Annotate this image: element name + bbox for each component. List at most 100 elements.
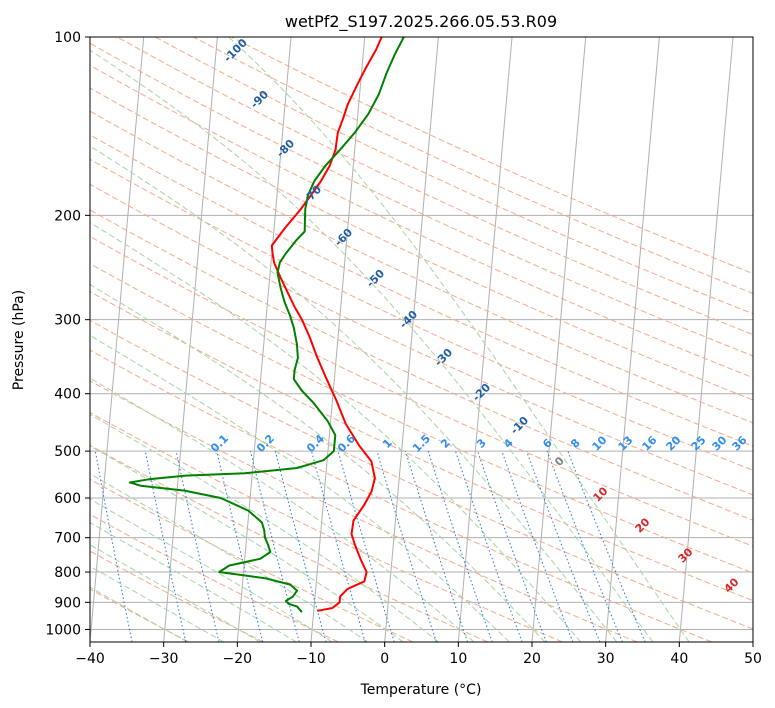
- mixing-ratio-label: 13: [616, 434, 636, 454]
- isotherm-line: [384, 37, 439, 642]
- x-tick-label: 40: [670, 651, 688, 667]
- sounding-profiles: [128, 37, 405, 613]
- mixing-ratio-line: [175, 450, 220, 642]
- x-tick-label: −10: [296, 651, 326, 667]
- dry-adiabat-line: [116, 37, 753, 336]
- dry-adiabat-label: -30: [432, 346, 455, 369]
- moist-adiabat-line: [90, 565, 225, 642]
- moist-adiabat-label: 10: [591, 484, 611, 504]
- moist-adiabat-line: [90, 334, 510, 642]
- dry-adiabat-line: [90, 380, 638, 642]
- moist-adiabat-line: [90, 473, 368, 642]
- x-axis-title: Temperature (°C): [360, 682, 482, 698]
- mixing-ratio-line: [427, 450, 493, 642]
- isotherm-line: [236, 37, 292, 642]
- y-tick-label: 200: [54, 208, 81, 224]
- mixing-ratio-line: [274, 450, 327, 642]
- mixing-ratio-line: [526, 450, 601, 642]
- x-tick-label: −30: [149, 651, 179, 667]
- x-tick-label: 50: [744, 651, 762, 667]
- mixing-ratio-line: [455, 450, 523, 642]
- dry-adiabat-line: [90, 183, 753, 496]
- dry-adiabat-line: [90, 110, 753, 424]
- dry-adiabat-line: [90, 134, 753, 447]
- isotherm-line: [752, 636, 753, 642]
- plot-frame: [89, 36, 754, 643]
- moist-adiabat-line: [90, 283, 546, 642]
- moist-adiabat-line: [90, 544, 261, 642]
- dry-adiabat-label: -40: [397, 308, 420, 331]
- y-tick-label: 400: [54, 387, 81, 403]
- mixing-ratio-label: 10: [590, 433, 610, 453]
- x-tick-label: −40: [75, 651, 105, 667]
- dry-adiabat-line: [90, 235, 753, 547]
- y-tick-label: 700: [54, 531, 81, 547]
- dry-adiabat-label: -80: [274, 137, 297, 160]
- moist-adiabat-label: 40: [722, 575, 742, 595]
- moist-adiabat-line: [90, 586, 188, 642]
- moist-adiabat-line: [90, 445, 404, 642]
- mixing-ratio-label: 25: [689, 434, 709, 454]
- dry-adiabat-line: [90, 588, 190, 642]
- dewpoint-line: [128, 37, 405, 613]
- moist-adiabat-line: [90, 377, 475, 642]
- isotherm-line: [678, 37, 734, 642]
- dry-adiabat-line: [90, 64, 753, 379]
- y-axis-title: Pressure (hPa): [11, 290, 27, 390]
- mixing-ratio-line: [94, 451, 133, 642]
- dry-adiabat-line: [90, 349, 712, 642]
- isotherm-line: [163, 37, 218, 642]
- mixing-ratio-label: 20: [664, 433, 684, 453]
- moist-adiabat-label: 30: [676, 545, 696, 565]
- moist-adiabat-line: [90, 49, 654, 642]
- mixing-ratio-line: [311, 450, 366, 642]
- mixing-ratio-label: 36: [730, 433, 750, 453]
- x-tick-label: 0: [380, 651, 389, 667]
- temperature-line: [270, 37, 383, 612]
- x-tick-label: −20: [223, 651, 253, 667]
- x-tick-label: 20: [523, 651, 541, 667]
- dry-adiabat-line: [154, 37, 753, 315]
- y-tick-label: 900: [54, 595, 81, 611]
- moist-adiabat-label: 20: [633, 515, 653, 535]
- moist-adiabat-label: 0: [552, 454, 567, 469]
- y-tick-label: 500: [54, 444, 81, 460]
- mixing-ratio-label: 8: [568, 436, 583, 451]
- dry-adiabat-line: [90, 158, 753, 471]
- chart-title: wetPf2_S197.2025.266.05.53.R09: [285, 12, 557, 32]
- mixing-ratio-line: [405, 450, 468, 642]
- mixing-ratio-line: [216, 450, 264, 642]
- isotherm-line: [531, 37, 587, 642]
- moist-adiabat-line: [90, 521, 297, 642]
- y-tick-label: 600: [54, 491, 81, 507]
- dry-adiabat-label: -100: [221, 36, 250, 65]
- moist-adiabat-line: [90, 221, 582, 642]
- y-tick-label: 800: [54, 565, 81, 581]
- isotherm-line: [90, 37, 145, 642]
- dry-adiabat-line: [90, 291, 753, 602]
- y-tick-label: 100: [54, 30, 81, 46]
- dry-adiabat-line: [90, 513, 339, 642]
- dry-adiabat-line: [90, 209, 753, 521]
- moist-adiabat-line: [228, 37, 690, 642]
- dry-adiabat-line: [231, 37, 753, 275]
- y-axis: 100 200 300 400 500 600 700 800 900 1000: [45, 30, 90, 638]
- moist-adiabat-line: [90, 145, 618, 642]
- dry-adiabat-line: [90, 87, 753, 401]
- mixing-ratio-line: [546, 450, 623, 642]
- dry-adiabat-line: [90, 550, 264, 642]
- y-tick-label: 1000: [45, 622, 81, 638]
- mixing-ratio-line: [376, 450, 437, 642]
- dry-adiabat-line: [90, 263, 753, 574]
- dry-adiabat-label: -20: [470, 381, 493, 404]
- mixing-ratio-label: 4: [501, 436, 516, 451]
- diagram-background-lines: [90, 37, 753, 642]
- x-tick-label: 10: [449, 651, 467, 667]
- mixing-ratio-line: [567, 450, 646, 642]
- y-tick-label: 300: [54, 313, 81, 329]
- dry-adiabat-label: -10: [508, 414, 531, 437]
- mixing-ratio-line: [337, 450, 395, 642]
- mixing-ratio-label: 2: [438, 436, 453, 451]
- dry-adiabat-line: [90, 319, 753, 630]
